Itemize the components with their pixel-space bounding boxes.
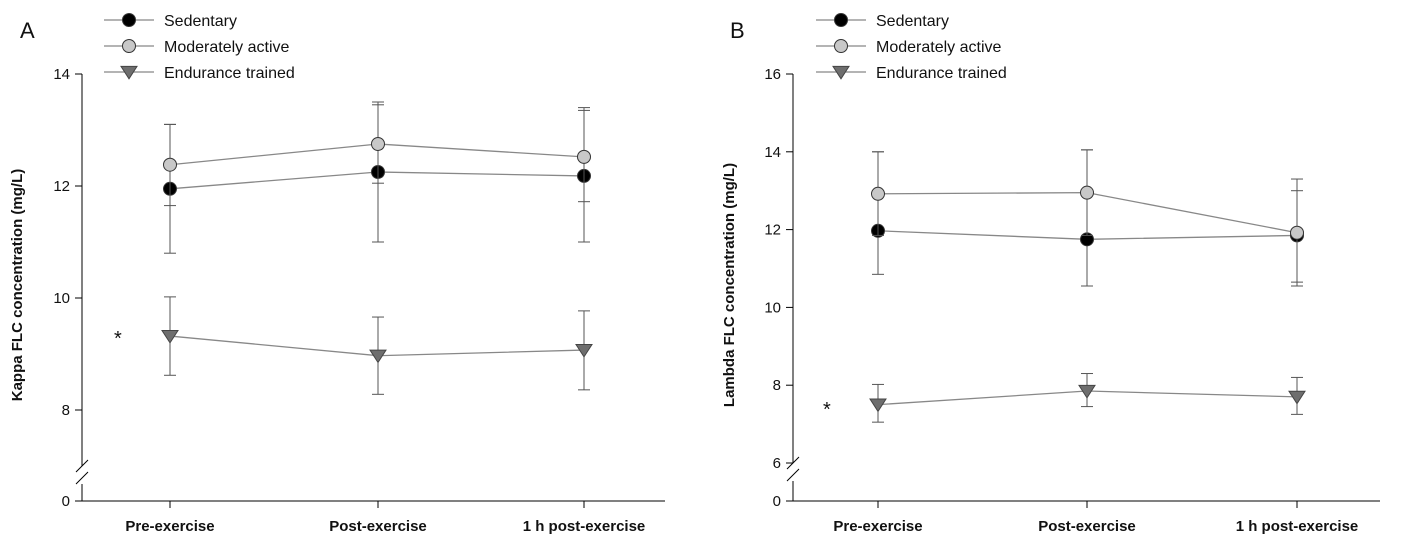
panel-label: A [20, 18, 35, 43]
series-moderately-active [163, 104, 591, 207]
axis-break-mark [786, 468, 800, 482]
series-endurance-trained [869, 373, 1306, 423]
y-tick-label: 16 [764, 66, 781, 83]
data-point [1078, 384, 1096, 399]
legend-entry: Moderately active [164, 39, 289, 56]
legend-marker [834, 39, 848, 53]
legend-entry: Moderately active [876, 39, 1001, 56]
data-point [869, 398, 887, 413]
y-tick-label: 8 [62, 402, 70, 419]
y-tick-label: 6 [773, 455, 781, 472]
chart-panel-a: A Kappa FLC concentration (mg/L) 8 10 12 14 0 P… [9, 13, 665, 535]
data-point [163, 157, 177, 172]
data-point [575, 343, 593, 358]
y-tick-label: 8 [773, 377, 781, 394]
y-tick-label: 12 [764, 222, 781, 239]
y-tick-label: 0 [62, 493, 70, 510]
x-tick-label: Post-exercise [329, 518, 427, 535]
y-tick-label: 0 [773, 493, 781, 510]
data-point [1080, 185, 1094, 200]
legend-marker [832, 65, 850, 80]
series-endurance-trained [161, 296, 593, 395]
y-tick-label: 14 [764, 144, 781, 161]
y-axis-title: Lambda FLC concentration (mg/L) [721, 163, 738, 407]
data-point [871, 186, 885, 201]
y-tick-label: 14 [53, 66, 70, 83]
legend-entry: Endurance trained [876, 65, 1007, 82]
data-point [1290, 225, 1304, 240]
legend-entry: Sedentary [876, 13, 949, 30]
panel-label: B [730, 18, 745, 43]
legend-entry: Endurance trained [164, 65, 295, 82]
legend-marker [120, 65, 138, 80]
y-tick-label: 12 [53, 178, 70, 195]
data-point [161, 329, 179, 344]
x-tick-label: 1 h post-exercise [523, 518, 646, 535]
axis-break-mark [75, 459, 89, 473]
series-moderately-active [871, 149, 1304, 287]
y-tick-label: 10 [764, 299, 781, 316]
data-point [371, 137, 385, 151]
legend-entry: Sedentary [164, 13, 237, 30]
axis-break-mark [75, 471, 89, 485]
legend-marker [122, 13, 136, 27]
x-tick-label: Pre-exercise [833, 518, 922, 535]
legend-marker [122, 39, 136, 53]
y-axis-title: Kappa FLC concentration (mg/L) [9, 169, 26, 402]
significance-annotation: * [823, 399, 831, 421]
data-point [1288, 390, 1306, 405]
y-tick-label: 10 [53, 290, 70, 307]
x-tick-label: Pre-exercise [125, 518, 214, 535]
series-sedentary [163, 101, 591, 254]
x-tick-label: 1 h post-exercise [1236, 518, 1359, 535]
x-tick-label: Post-exercise [1038, 518, 1136, 535]
legend-marker [834, 13, 848, 27]
data-point [369, 349, 387, 364]
data-point [577, 149, 591, 164]
chart-panel-b: B Lambda FLC concentration (mg/L) 6 8 10 12 14… [721, 13, 1380, 535]
significance-annotation: * [114, 328, 122, 350]
